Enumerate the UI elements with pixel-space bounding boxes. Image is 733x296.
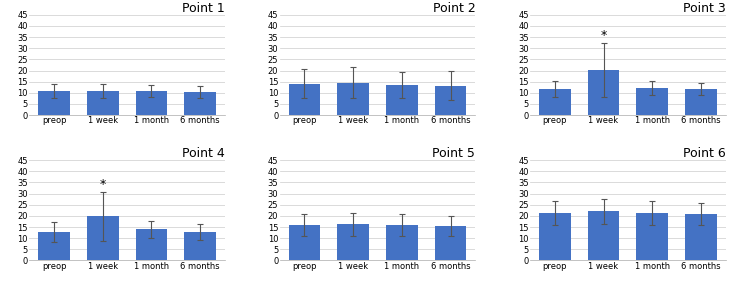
Bar bbox=[636, 213, 668, 260]
Text: *: * bbox=[600, 29, 607, 42]
Bar bbox=[185, 92, 216, 115]
Bar bbox=[539, 89, 570, 115]
Bar bbox=[87, 91, 119, 115]
Text: Point 4: Point 4 bbox=[183, 147, 225, 160]
Bar bbox=[539, 213, 570, 260]
Bar bbox=[38, 232, 70, 260]
Bar bbox=[685, 214, 717, 260]
Bar bbox=[386, 225, 418, 260]
Bar bbox=[636, 88, 668, 115]
Bar bbox=[38, 91, 70, 115]
Text: Point 1: Point 1 bbox=[183, 2, 225, 15]
Bar bbox=[289, 225, 320, 260]
Bar bbox=[136, 229, 167, 260]
Bar bbox=[588, 70, 619, 115]
Text: Point 2: Point 2 bbox=[432, 2, 475, 15]
Text: Point 3: Point 3 bbox=[683, 2, 726, 15]
Bar bbox=[337, 83, 369, 115]
Text: Point 5: Point 5 bbox=[432, 147, 475, 160]
Bar bbox=[435, 86, 466, 115]
Bar bbox=[435, 226, 466, 260]
Bar bbox=[685, 89, 717, 115]
Bar bbox=[289, 84, 320, 115]
Bar bbox=[87, 216, 119, 260]
Text: *: * bbox=[100, 178, 106, 191]
Bar bbox=[337, 224, 369, 260]
Bar bbox=[136, 91, 167, 115]
Bar bbox=[386, 85, 418, 115]
Bar bbox=[588, 211, 619, 260]
Bar bbox=[185, 232, 216, 260]
Text: Point 6: Point 6 bbox=[683, 147, 726, 160]
